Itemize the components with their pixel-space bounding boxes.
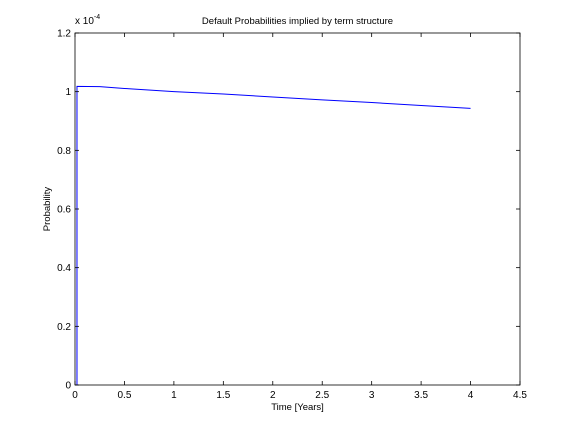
series-line-1 [75,85,471,386]
series-layer [75,85,471,386]
y-tick-label: 0.8 [57,146,71,157]
y-tick-label: 1.2 [57,29,71,40]
x-tick-label: 1.5 [216,390,230,401]
x-tick-label: 1 [171,390,177,401]
y-tick-label: 0.2 [57,322,71,333]
y-tick-label: 0.4 [57,263,71,274]
x-tick-label: 3.5 [414,390,428,401]
x-tick-label: 4 [468,390,474,401]
x-tick-label: 2.5 [315,390,329,401]
y-tick-label: 0 [65,381,71,392]
x-axis-label: Time [Years] [271,402,324,413]
x-tick-label: 0.5 [117,390,131,401]
y-tick-label: 1 [65,87,71,98]
x-tick-label: 0 [72,390,78,401]
x-tick-label: 3 [369,390,375,401]
y-tick-label: 0.6 [57,205,71,216]
y-axis-scale-factor: x 10-4 [75,14,100,27]
x-tick-label: 4.5 [513,390,527,401]
plot-area [75,33,520,385]
axes-layer: 0 0.5 1 1.5 2 2.5 3 3.5 4 4.5 0 0.2 0.4 0.6 0.8 1 1.2 [57,29,527,402]
chart-title: Default Probabilities implied by term st… [202,16,393,27]
y-scale-base: x 10 [75,16,94,27]
y-scale-exponent: -4 [94,14,100,21]
x-tick-label: 2 [270,390,276,401]
y-axis-label: Probability [42,187,53,232]
